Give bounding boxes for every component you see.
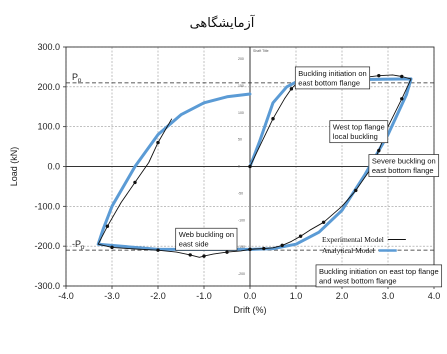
annotation-box <box>315 264 443 288</box>
annotation-line: Severe buckling on <box>372 157 436 166</box>
x-tick-label: -4.0 <box>58 291 74 301</box>
inner-axis-tick: -50 <box>238 191 243 195</box>
experimental-point <box>280 243 284 248</box>
experimental-point <box>202 254 206 258</box>
inner-axis-tick: 100 <box>238 111 244 115</box>
x-axis-label: Drift (%) <box>234 305 267 315</box>
inner-axis-tick: -200 <box>238 272 245 276</box>
y-axis-label: Load (kN) <box>9 147 19 187</box>
experimental-point <box>156 140 160 145</box>
x-tick-label: -3.0 <box>104 291 120 301</box>
experimental-point <box>133 180 137 185</box>
y-tick-label: 100.0 <box>37 122 60 132</box>
annotation-line: east side <box>179 240 209 249</box>
x-tick-label: 2.0 <box>336 291 349 301</box>
experimental-point <box>248 164 252 169</box>
experimental-point <box>377 73 381 78</box>
chart-title: آزمایشگاهی <box>190 14 256 31</box>
experimental-point <box>156 248 160 252</box>
annotation-box <box>175 227 238 251</box>
experimental-point <box>298 234 303 238</box>
inner-axis-tick: 200 <box>238 57 244 61</box>
experimental-point <box>400 97 404 101</box>
inner-axis-tick: 150 <box>238 84 244 88</box>
annotation-line: local buckling <box>333 132 378 141</box>
inner-axis-tick: 50 <box>238 138 242 142</box>
y-tick-label: -300.0 <box>34 281 60 291</box>
annotation-line: Buckling initiation on east top flange <box>319 267 439 276</box>
experimental-point <box>248 247 252 252</box>
reference-line-label: Pp <box>72 72 82 84</box>
experimental-point <box>188 253 192 257</box>
annotation-5: Buckling initiation on east top flangean… <box>315 264 443 288</box>
y-tick-label: 0.0 <box>47 162 60 172</box>
annotation-line: Buckling initiation on <box>298 69 366 78</box>
inner-axis-title: Shaft Title <box>253 49 269 53</box>
annotation-line: and west bottom flange <box>319 276 397 285</box>
experimental-point <box>321 220 326 224</box>
reference-line-label: -Pp <box>72 239 85 251</box>
y-tick-label: 300.0 <box>37 42 60 52</box>
y-tick-label: 200.0 <box>37 82 60 92</box>
series-analytical-model <box>96 77 413 251</box>
x-tick-label: 0.0 <box>244 291 257 301</box>
experimental-point <box>377 148 381 153</box>
legend-entry-label: Experimental Model <box>322 235 384 244</box>
inner-axis-tick: 0 <box>238 165 240 169</box>
annotation-line: West top flange <box>333 123 385 132</box>
experimental-point <box>271 117 275 121</box>
legend: Experimental Model Analytical Model <box>322 235 406 255</box>
inner-axis-tick: -100 <box>238 218 245 222</box>
annotation-box <box>294 66 371 90</box>
experimental-point <box>262 246 266 251</box>
experimental-point <box>289 87 294 91</box>
annotation-line: east bottom flange <box>298 78 360 87</box>
inner-axis-tick: -150 <box>238 245 245 249</box>
annotation-line: Web buckling on <box>179 230 234 239</box>
experimental-point <box>354 188 358 193</box>
experimental-point <box>105 224 110 228</box>
experimental-point <box>225 250 229 254</box>
annotation-box <box>368 154 440 177</box>
x-tick-label: 4.0 <box>428 291 441 301</box>
x-tick-label: -1.0 <box>196 291 212 301</box>
x-tick-label: -2.0 <box>150 291 166 301</box>
x-tick-label: 1.0 <box>290 291 303 301</box>
y-tick-label: -100.0 <box>34 201 60 211</box>
annotation-line: east bottom flange <box>372 166 434 175</box>
legend-entry-label: Analytical Model <box>322 246 375 255</box>
series-lines <box>96 73 413 258</box>
y-tick-label: -200.0 <box>34 241 60 251</box>
annotation-box <box>329 120 389 144</box>
experimental-point <box>400 74 404 79</box>
experimental-point <box>110 245 114 250</box>
x-tick-label: 3.0 <box>382 291 395 301</box>
